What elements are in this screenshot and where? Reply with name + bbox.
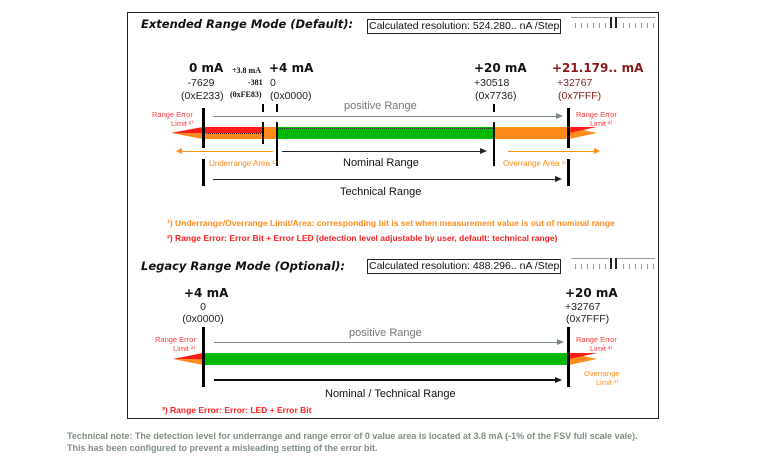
legacy-bar-nominal-segment <box>203 353 569 365</box>
arrowhead <box>480 148 487 154</box>
value-4ma-hex: (0x0000) <box>270 90 312 102</box>
legacy-resolution-box: Calculated resolution: 488.296.. nA /Ste… <box>367 259 562 274</box>
technical-range-arrow <box>213 179 557 180</box>
technical-note-line1: Technical note: The detection level for … <box>67 431 638 441</box>
bar-orange-under-segment <box>203 133 263 139</box>
bar-red-segment <box>203 127 263 133</box>
value-3_8ma-dec: -381 <box>248 78 263 87</box>
positive-range-label: positive Range <box>344 100 417 112</box>
extended-mode-title: Extended Range Mode (Default): <box>141 17 354 31</box>
arrowhead <box>555 377 562 383</box>
overrange-arrow <box>508 151 594 152</box>
nominal-range-label: Nominal Range <box>343 157 419 169</box>
value-21ma-dec: +32767 <box>557 77 593 89</box>
legacy-value-4ma-hex: (0x0000) <box>182 313 224 325</box>
underrange-arrow <box>181 151 273 152</box>
label-4ma: +4 mA <box>269 61 314 75</box>
marker-3_8ma <box>262 122 264 144</box>
range-error-left-line1: Range Error <box>152 110 193 119</box>
legacy-positive-range-arrow <box>214 342 559 343</box>
value-0ma-hex: (0xE233) <box>181 90 224 102</box>
technical-range-right-marker <box>567 159 570 186</box>
label-21ma: +21.179.. mA <box>552 61 644 75</box>
bar-right-tip-red <box>569 127 597 133</box>
positive-range-arrow <box>213 116 558 117</box>
arrowhead <box>176 148 182 154</box>
diagram-frame <box>127 12 659 419</box>
marker-4ma <box>276 122 278 166</box>
label-0ma: 0 mA <box>189 61 224 75</box>
technical-range-left-marker <box>202 159 205 186</box>
note-1: ¹) Underrange/Overrange Limit/Area: corr… <box>167 218 615 228</box>
legacy-range-error-left-line2: Limit ³⁾ <box>173 344 196 353</box>
label-20ma: +20 mA <box>474 61 527 75</box>
nominal-range-arrow <box>282 151 482 152</box>
arrowhead <box>556 113 563 119</box>
legacy-label-4ma: +4 mA <box>184 286 229 300</box>
dotted-line <box>203 133 263 134</box>
ruler-icon <box>571 257 655 269</box>
legacy-range-error-right-line1: Range Error <box>576 335 617 344</box>
value-3_8ma-hex: (0xFE83) <box>230 90 262 99</box>
value-20ma-hex: (0x7736) <box>475 90 517 102</box>
value-20ma-dec: +30518 <box>474 77 510 89</box>
legacy-marker-4ma <box>202 327 205 387</box>
legacy-value-20ma-hex: (0x7FFF) <box>566 313 610 325</box>
legacy-value-4ma-dec: 0 <box>200 301 206 313</box>
arrowhead <box>555 176 562 182</box>
underrange-area-label: Underrange Area ¹⁾ <box>209 159 277 168</box>
bar-nominal-segment <box>277 127 493 139</box>
marker-21ma <box>567 108 570 148</box>
legacy-range-error-left-line1: Range Error <box>155 335 196 344</box>
tick-20ma <box>493 104 495 112</box>
marker-0ma <box>202 108 205 148</box>
note-2: ²) Range Error: Error Bit + Error LED (d… <box>167 233 558 243</box>
tick-4ma <box>276 104 278 112</box>
label-3_8ma: +3.8 mA <box>232 66 261 75</box>
legacy-marker-20ma <box>567 327 570 387</box>
value-21ma-hex: (0x7FFF) <box>558 90 602 102</box>
range-error-right-line2: Limit ²⁾ <box>590 119 613 128</box>
dotted-line <box>277 128 493 129</box>
bar-left-tip-red <box>171 127 203 133</box>
legacy-positive-range-label: positive Range <box>349 327 422 339</box>
arrowhead <box>594 148 600 154</box>
bar-overrange-segment <box>493 127 569 139</box>
legacy-overrange-limit-line1: Overrange <box>584 369 620 378</box>
technical-range-label: Technical Range <box>340 186 422 198</box>
legacy-bar-right-tip-red <box>569 353 597 359</box>
ruler-icon <box>571 16 655 28</box>
range-error-right-line1: Range Error <box>576 110 617 119</box>
marker-20ma <box>493 122 495 166</box>
range-error-left-line2: Limit ²⁾ <box>171 119 194 128</box>
extended-resolution-box: Calculated resolution: 524.280.. nA /Ste… <box>367 19 562 34</box>
legacy-overrange-limit-line2: Limit ¹⁾ <box>596 378 619 387</box>
legacy-mode-title: Legacy Range Mode (Optional): <box>141 259 346 273</box>
legacy-range-error-right-line2: Limit ³⁾ <box>590 344 613 353</box>
value-4ma-dec: 0 <box>270 77 276 89</box>
bar-underrange-segment <box>263 127 277 139</box>
legacy-label-20ma: +20 mA <box>565 286 618 300</box>
overrange-area-label: Overrange Area ¹⁾ <box>503 159 567 168</box>
legacy-nominal-technical-arrow <box>214 379 557 381</box>
value-0ma-dec: -7629 <box>187 77 215 89</box>
arrowhead <box>557 339 564 345</box>
technical-note-line2: This has been configured to prevent a mi… <box>67 443 378 453</box>
legacy-nominal-technical-label: Nominal / Technical Range <box>325 388 456 400</box>
legacy-bar-left-tip-red <box>173 353 203 359</box>
note-3: ³) Range Error: Error: LED + Error Bit <box>162 405 312 415</box>
tick-3_8ma <box>262 104 264 112</box>
legacy-value-20ma-dec: +32767 <box>565 301 601 313</box>
